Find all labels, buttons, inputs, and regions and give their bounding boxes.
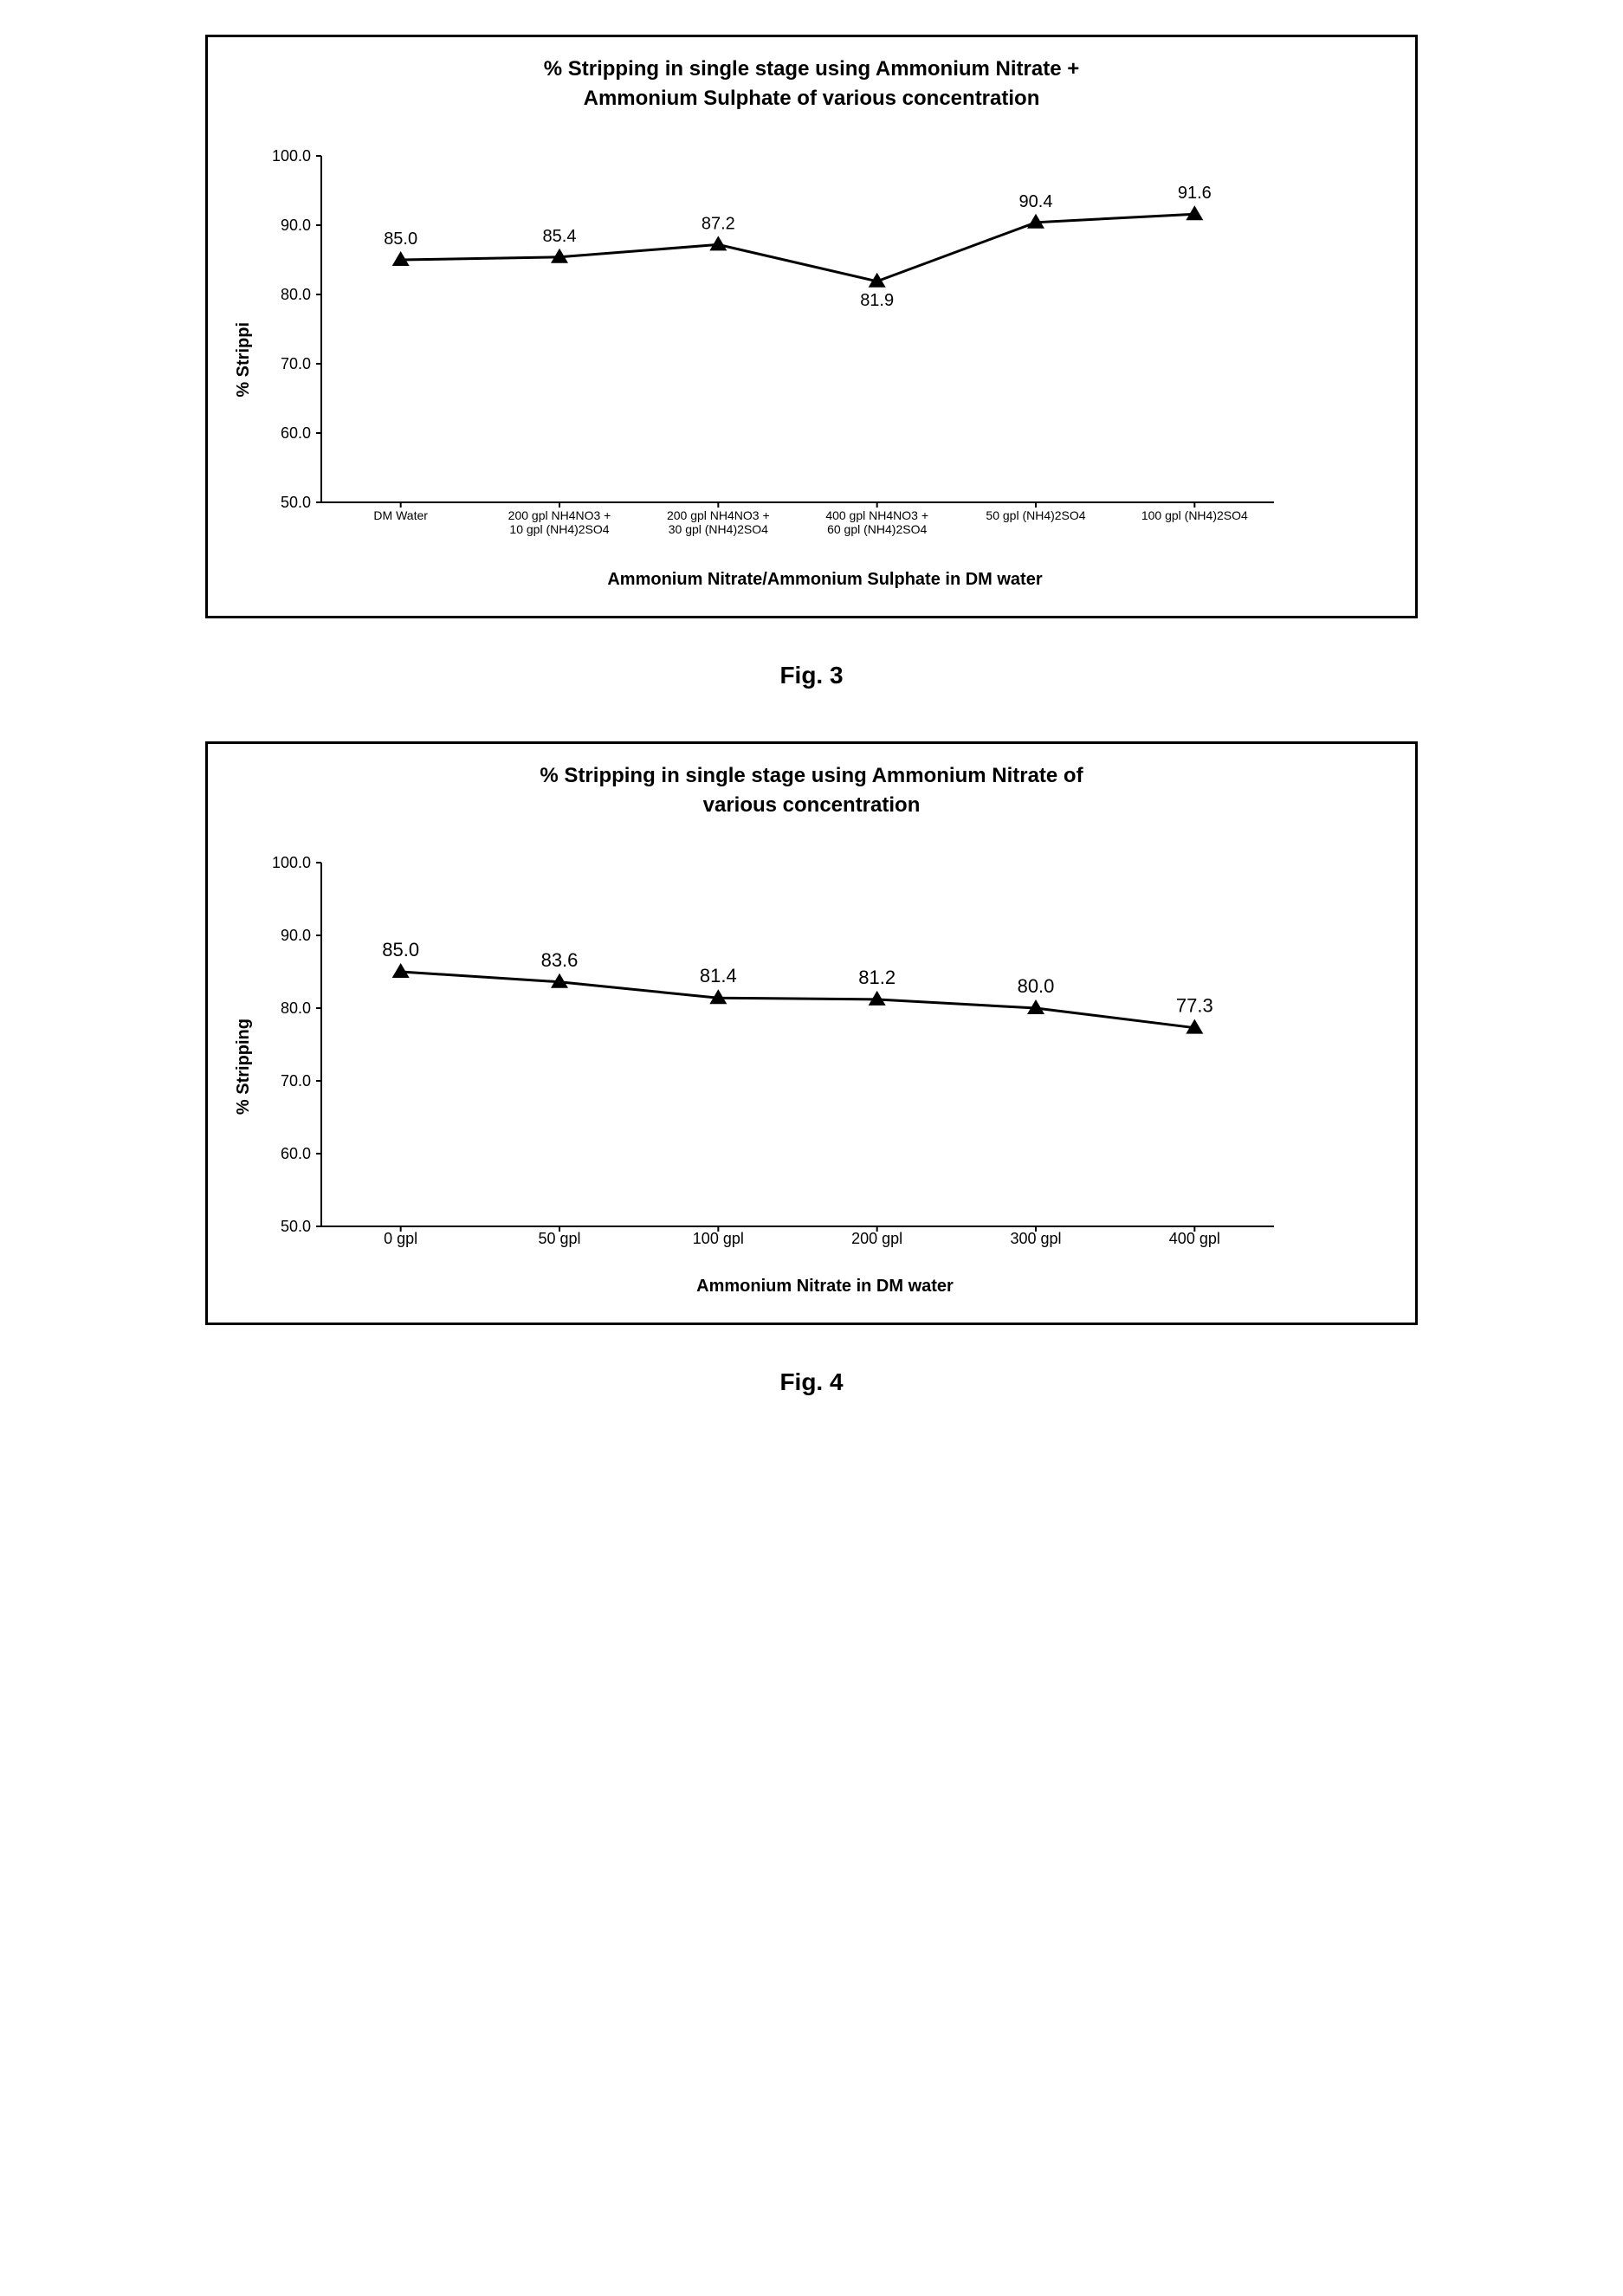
chart-1-title: % Stripping in single stage using Ammoni… [234,55,1389,113]
svg-text:200 gpl NH4NO3 +: 200 gpl NH4NO3 + [667,508,770,522]
figure-3-label: Fig. 3 [779,662,843,689]
svg-text:60 gpl (NH4)2SO4: 60 gpl (NH4)2SO4 [827,522,927,536]
svg-text:100.0: 100.0 [272,147,311,165]
chart-1-container: % Stripping in single stage using Ammoni… [205,35,1418,618]
chart-1-ylabel: % Strippi [234,322,254,398]
svg-text:77.3: 77.3 [1176,995,1213,1017]
svg-text:400 gpl: 400 gpl [1169,1230,1220,1247]
svg-text:80.0: 80.0 [1018,975,1055,997]
chart-1-plot-wrapper: % Strippi 50.0 60.0 70.0 80.0 90.0 100.0 DM Wa… [234,130,1389,590]
svg-text:90.0: 90.0 [281,217,311,234]
chart-1-title-line1: % Stripping in single stage using Ammoni… [544,57,1080,81]
svg-text:50 gpl: 50 gpl [538,1230,580,1247]
svg-text:200 gpl NH4NO3 +: 200 gpl NH4NO3 + [508,508,611,522]
svg-text:300 gpl: 300 gpl [1010,1230,1061,1247]
svg-text:87.2: 87.2 [702,215,735,234]
svg-text:90.0: 90.0 [281,927,311,944]
chart-1-svg: 50.0 60.0 70.0 80.0 90.0 100.0 DM Water 200 gpl… [261,130,1300,563]
svg-text:400 gpl NH4NO3 +: 400 gpl NH4NO3 + [825,508,928,522]
svg-text:81.9: 81.9 [860,291,894,310]
svg-text:80.0: 80.0 [281,286,311,303]
svg-text:91.6: 91.6 [1178,184,1212,203]
svg-text:60.0: 60.0 [281,1145,311,1162]
chart-2-svg: 50.0 60.0 70.0 80.0 90.0 100.0 0 gpl 50 gpl 100 … [261,837,1300,1270]
chart-1-xlabel: Ammonium Nitrate/Ammonium Sulphate in DM… [261,570,1389,590]
svg-text:80.0: 80.0 [281,999,311,1017]
svg-text:100.0: 100.0 [272,854,311,871]
svg-text:81.2: 81.2 [858,967,896,988]
figure-4-label: Fig. 4 [779,1368,843,1396]
svg-text:70.0: 70.0 [281,1072,311,1090]
svg-text:DM Water: DM Water [373,508,428,522]
chart-2-plot-area: 50.0 60.0 70.0 80.0 90.0 100.0 0 gpl 50 gpl 100 … [261,837,1389,1297]
chart-2-xlabel: Ammonium Nitrate in DM water [261,1277,1389,1297]
chart-2-title: % Stripping in single stage using Ammoni… [234,761,1389,819]
svg-text:50 gpl (NH4)2SO4: 50 gpl (NH4)2SO4 [986,508,1085,522]
chart-2-ylabel: % Stripping [234,1019,254,1115]
svg-text:200 gpl: 200 gpl [851,1230,902,1247]
chart-2-plot-wrapper: % Stripping 50.0 60.0 70.0 80.0 90.0 100.0 0 g… [234,837,1389,1297]
svg-text:85.0: 85.0 [384,230,417,249]
svg-text:83.6: 83.6 [541,949,579,971]
svg-text:90.4: 90.4 [1019,192,1053,211]
svg-text:10 gpl (NH4)2SO4: 10 gpl (NH4)2SO4 [509,522,609,536]
chart-2-container: % Stripping in single stage using Ammoni… [205,741,1418,1325]
svg-text:30 gpl (NH4)2SO4: 30 gpl (NH4)2SO4 [669,522,768,536]
svg-text:100 gpl: 100 gpl [693,1230,744,1247]
chart-1-title-line2: Ammonium Sulphate of various concentrati… [584,87,1040,110]
chart-2-title-line2: various concentration [703,793,921,817]
svg-text:60.0: 60.0 [281,424,311,442]
svg-text:100 gpl (NH4)2SO4: 100 gpl (NH4)2SO4 [1141,508,1248,522]
svg-text:70.0: 70.0 [281,355,311,372]
chart-2-title-line1: % Stripping in single stage using Ammoni… [540,764,1083,787]
chart-1-plot-area: 50.0 60.0 70.0 80.0 90.0 100.0 DM Water 200 gpl… [261,130,1389,590]
svg-text:85.4: 85.4 [543,227,577,246]
svg-text:81.4: 81.4 [700,966,737,987]
svg-text:50.0: 50.0 [281,1218,311,1235]
svg-text:50.0: 50.0 [281,494,311,511]
svg-text:0 gpl: 0 gpl [384,1230,417,1247]
svg-text:85.0: 85.0 [382,939,419,960]
